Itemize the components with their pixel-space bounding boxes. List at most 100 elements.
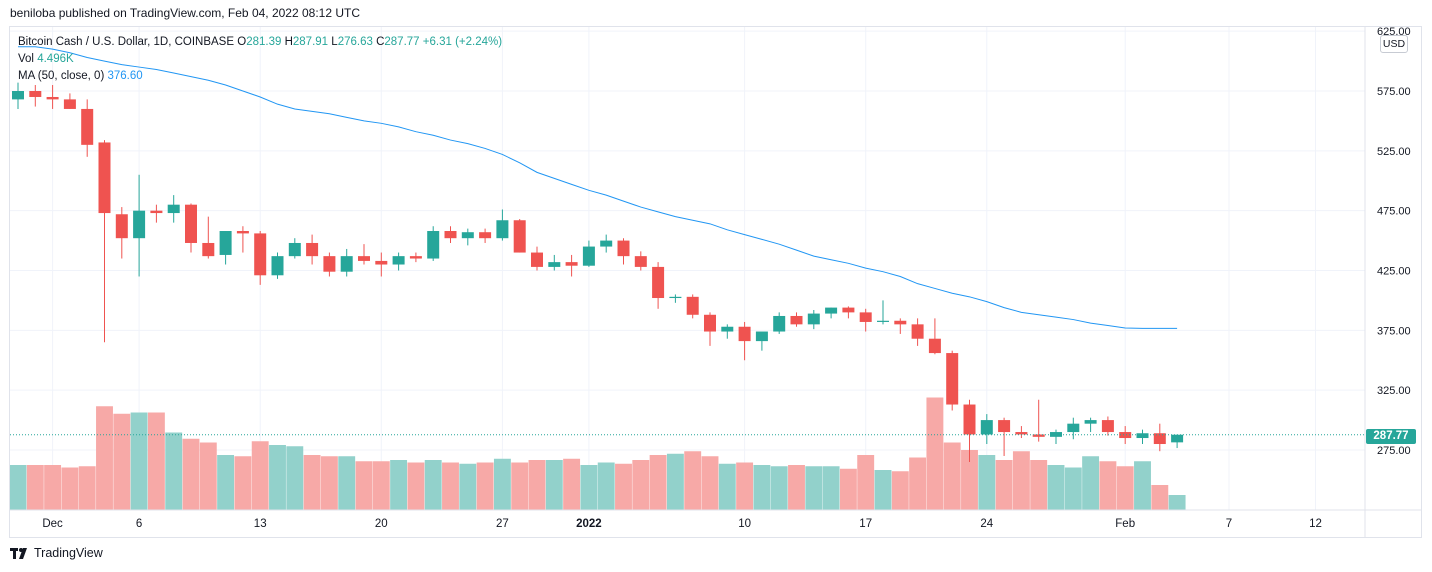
candle[interactable] bbox=[479, 228, 492, 243]
candle[interactable] bbox=[842, 306, 855, 319]
candle[interactable] bbox=[133, 174, 146, 277]
candle[interactable] bbox=[29, 85, 42, 107]
candle[interactable] bbox=[185, 203, 197, 253]
candle[interactable] bbox=[1101, 416, 1114, 436]
candle[interactable] bbox=[63, 93, 76, 109]
candle[interactable] bbox=[150, 204, 163, 223]
candle[interactable] bbox=[669, 294, 682, 303]
open-label: O bbox=[237, 36, 247, 48]
candle[interactable] bbox=[375, 252, 388, 277]
candle[interactable] bbox=[1153, 423, 1166, 452]
candle-body bbox=[946, 353, 959, 405]
candle[interactable] bbox=[496, 209, 509, 241]
volume-bar bbox=[770, 466, 788, 510]
candle[interactable] bbox=[323, 252, 336, 277]
candle[interactable] bbox=[340, 248, 353, 277]
candle[interactable] bbox=[600, 234, 613, 253]
candle[interactable] bbox=[773, 312, 786, 334]
volume-bar bbox=[26, 465, 44, 510]
ma-legend[interactable]: MA (50, close, 0) 376.60 bbox=[18, 70, 143, 82]
candle[interactable] bbox=[1084, 417, 1097, 433]
candle-body bbox=[392, 256, 405, 265]
candle[interactable] bbox=[531, 246, 543, 271]
candle[interactable] bbox=[461, 228, 474, 246]
candle[interactable] bbox=[427, 226, 440, 261]
candle-body bbox=[306, 242, 319, 257]
volume-bar bbox=[943, 442, 961, 510]
candle[interactable] bbox=[859, 308, 872, 332]
candle[interactable] bbox=[1171, 434, 1184, 449]
candle[interactable] bbox=[928, 318, 941, 355]
candle[interactable] bbox=[980, 414, 993, 445]
candle[interactable] bbox=[115, 207, 128, 259]
candle[interactable] bbox=[634, 251, 647, 271]
volume-bar bbox=[269, 445, 286, 510]
candle[interactable] bbox=[167, 195, 180, 223]
candle[interactable] bbox=[1119, 426, 1132, 445]
volume-bar bbox=[286, 446, 304, 510]
candle-body bbox=[271, 256, 284, 276]
candle[interactable] bbox=[271, 252, 284, 279]
candle[interactable] bbox=[1032, 399, 1045, 442]
candle[interactable] bbox=[998, 417, 1011, 456]
time-axis[interactable]: Dec 6 13 20 27 2022 10 17 24 Feb 7 12 bbox=[42, 518, 1322, 530]
candle[interactable] bbox=[81, 99, 94, 157]
candle[interactable] bbox=[219, 231, 232, 265]
price-candles bbox=[12, 82, 1184, 462]
candle[interactable] bbox=[98, 140, 111, 343]
close-label: C bbox=[376, 36, 385, 48]
currency-badge[interactable]: USD bbox=[1380, 35, 1408, 53]
symbol-legend[interactable]: Bitcoin Cash / U.S. Dollar, 1D, COINBASE… bbox=[18, 36, 502, 48]
candle[interactable] bbox=[513, 219, 526, 253]
candle[interactable] bbox=[1136, 429, 1149, 445]
candle[interactable] bbox=[911, 318, 924, 346]
candle[interactable] bbox=[306, 234, 319, 265]
time-tick-label: 20 bbox=[375, 518, 388, 530]
candle[interactable] bbox=[358, 244, 370, 265]
candle[interactable] bbox=[877, 300, 889, 325]
candle[interactable] bbox=[444, 226, 457, 243]
candle[interactable] bbox=[236, 226, 249, 253]
candle[interactable] bbox=[755, 331, 768, 351]
candle[interactable] bbox=[963, 399, 976, 462]
candle-body bbox=[704, 314, 716, 332]
candle[interactable] bbox=[409, 252, 422, 263]
candle[interactable] bbox=[617, 238, 630, 265]
candle-body bbox=[859, 312, 872, 322]
candle-body bbox=[669, 296, 682, 299]
candle[interactable] bbox=[46, 85, 59, 109]
candle-body bbox=[254, 233, 267, 276]
candle-body bbox=[1067, 423, 1080, 433]
candle[interactable] bbox=[652, 262, 665, 309]
candle[interactable] bbox=[1015, 426, 1028, 439]
candle[interactable] bbox=[1067, 417, 1080, 440]
candle[interactable] bbox=[790, 312, 803, 327]
candle[interactable] bbox=[686, 294, 699, 319]
candle[interactable] bbox=[565, 254, 578, 277]
candlestick-chart[interactable]: 275.00 325.00 375.00 425.00 475.00 525.00 575.… bbox=[10, 27, 1422, 537]
candle[interactable] bbox=[721, 324, 734, 339]
candle[interactable] bbox=[807, 309, 820, 330]
price-tick-label: 425.00 bbox=[1377, 266, 1411, 278]
candle-body bbox=[1101, 420, 1114, 433]
candle[interactable] bbox=[202, 216, 215, 259]
candle[interactable] bbox=[12, 82, 24, 109]
candle[interactable] bbox=[392, 252, 405, 271]
candle[interactable] bbox=[582, 240, 595, 267]
volume-legend[interactable]: Vol 4.496K bbox=[18, 53, 74, 65]
candle[interactable] bbox=[825, 307, 838, 319]
candle[interactable] bbox=[1050, 429, 1062, 445]
tradingview-logo[interactable]: TradingView bbox=[10, 546, 103, 560]
candle[interactable] bbox=[254, 231, 267, 285]
price-tick-label: 625.00 bbox=[1377, 27, 1411, 38]
volume-bar bbox=[372, 461, 390, 510]
candle[interactable] bbox=[894, 318, 907, 334]
price-axis[interactable]: 275.00 325.00 375.00 425.00 475.00 525.00 575.… bbox=[1377, 27, 1411, 457]
candle[interactable] bbox=[738, 321, 751, 361]
candle[interactable] bbox=[704, 312, 716, 346]
candle[interactable] bbox=[946, 350, 959, 411]
candle[interactable] bbox=[548, 254, 561, 271]
volume-bar bbox=[1099, 461, 1117, 510]
volume-bar bbox=[857, 455, 875, 510]
candle[interactable] bbox=[288, 238, 301, 259]
